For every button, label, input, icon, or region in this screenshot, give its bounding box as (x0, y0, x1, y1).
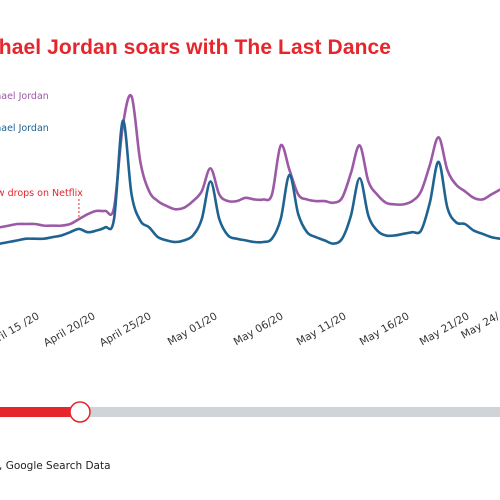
series-line-blue (0, 119, 500, 245)
x-tick-label: May 01/20 (166, 310, 220, 348)
netflix-annotation: ow drops on Netflix (0, 188, 83, 199)
x-tick-label: May 06/20 (232, 310, 286, 348)
x-tick-label: May 16/20 (358, 310, 412, 348)
series-line-purple (0, 93, 500, 229)
timeline-slider-fill (0, 407, 80, 417)
legend-label-blue: chael Jordan (0, 123, 49, 134)
timeline-slider-track[interactable] (0, 407, 500, 417)
source-note: l), Google Search Data (0, 460, 111, 472)
timeline-slider-handle[interactable] (69, 401, 91, 423)
x-tick-label: May 11/20 (295, 310, 349, 348)
x-tick-label: April 25/20 (98, 310, 154, 349)
legend-label-purple: chael Jordan (0, 91, 49, 102)
chart-title: chael Jordan soars with The Last Dance (0, 36, 392, 59)
x-tick-label: pril 15 /20 (0, 310, 42, 347)
x-tick-label: April 20/20 (42, 310, 98, 349)
